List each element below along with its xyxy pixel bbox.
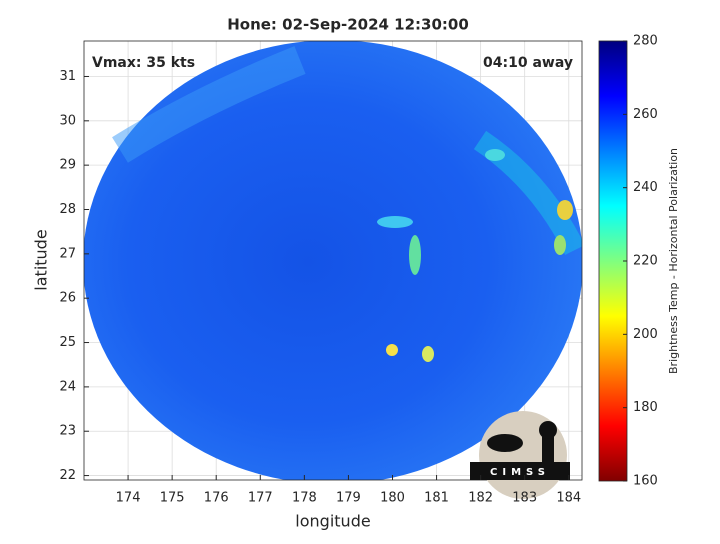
convection: [422, 346, 434, 362]
logo-tank: [539, 421, 557, 439]
convection: [554, 235, 566, 255]
colorbar-tick-label: 220: [633, 254, 658, 269]
x-tick-label: 175: [160, 491, 185, 506]
convection: [485, 149, 505, 161]
plot-frame: [83, 40, 583, 481]
y-tick-label: 25: [59, 335, 76, 350]
swath: [84, 41, 582, 480]
colorbar: [598, 40, 628, 482]
convection: [377, 216, 413, 228]
x-tick-label: 184: [556, 491, 581, 506]
x-axis-label: longitude: [295, 512, 370, 531]
x-tick-label: 181: [424, 491, 449, 506]
y-tick-label: 30: [59, 113, 76, 128]
annotation: Vmax: 35 kts: [92, 55, 195, 71]
logo-dish: [487, 434, 523, 452]
colorbar-tick-label: 280: [633, 34, 658, 49]
convection: [409, 235, 421, 275]
x-tick-label: 177: [248, 491, 273, 506]
logo: CIMSS: [470, 411, 570, 499]
y-tick-label: 31: [59, 69, 76, 84]
y-tick-label: 24: [59, 379, 76, 394]
x-tick-label: 174: [116, 491, 141, 506]
cloud-band: [112, 46, 306, 163]
logo-band: [470, 462, 570, 480]
colorbar-tick-label: 200: [633, 327, 658, 342]
y-tick-label: 28: [59, 202, 76, 217]
x-tick-label: 183: [512, 491, 537, 506]
y-tick-label: 26: [59, 291, 76, 306]
chart-title: Hone: 02-Sep-2024 12:30:00: [227, 16, 469, 34]
x-tick-label: 180: [380, 491, 405, 506]
y-tick-label: 29: [59, 158, 76, 173]
colorbar-tick-label: 180: [633, 400, 658, 415]
y-tick-label: 23: [59, 424, 76, 439]
y-tick-label: 27: [59, 246, 76, 261]
y-tick-label: 22: [59, 468, 76, 483]
satellite-image: [84, 41, 582, 480]
colorbar-tick-label: 240: [633, 180, 658, 195]
x-tick-label: 176: [204, 491, 229, 506]
colorbar-tick-label: 260: [633, 107, 658, 122]
y-axis-label: latitude: [32, 229, 51, 290]
logo-text: CIMSS: [490, 467, 550, 478]
convection: [557, 200, 573, 220]
logo-tower: [542, 430, 554, 465]
x-tick-label: 178: [292, 491, 317, 506]
convection: [386, 344, 398, 356]
x-tick-label: 179: [336, 491, 361, 506]
x-tick-label: 182: [468, 491, 493, 506]
colorbar-label: Brightness Temp - Horizontal Polarizatio…: [667, 148, 680, 374]
annotation: 04:10 away: [483, 55, 573, 71]
colorbar-tick-label: 160: [633, 474, 658, 489]
